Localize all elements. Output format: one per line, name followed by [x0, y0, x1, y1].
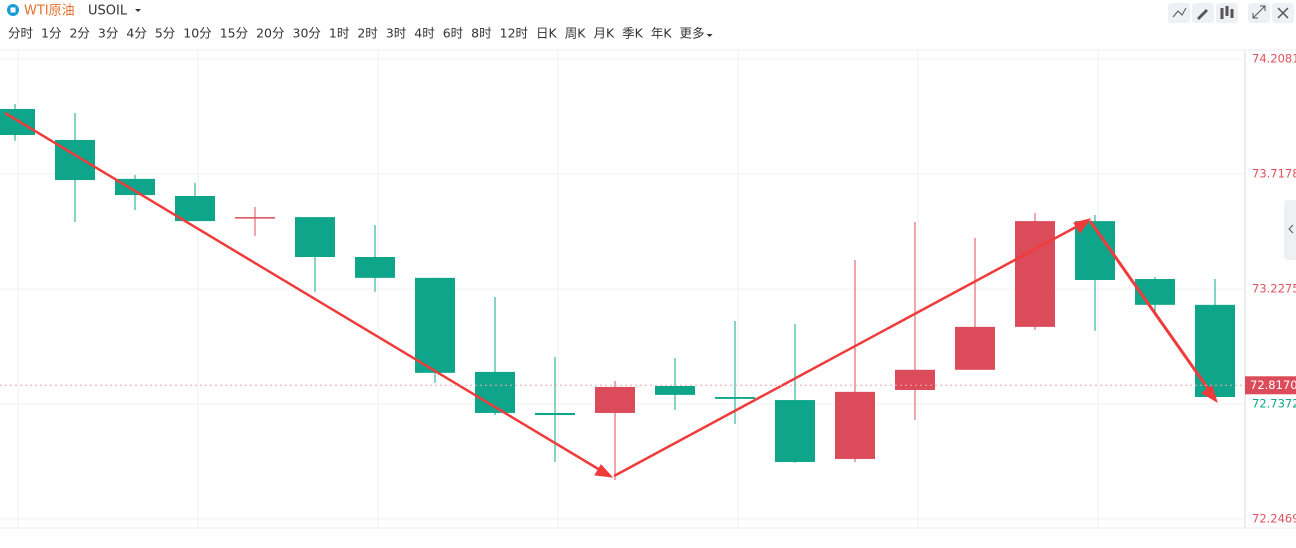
- period-button[interactable]: 20分: [256, 26, 284, 41]
- period-button[interactable]: 月K: [593, 26, 615, 41]
- candle-body: [295, 217, 335, 257]
- grid: [0, 50, 1245, 528]
- period-button[interactable]: 2时: [357, 26, 378, 41]
- period-button[interactable]: 分时: [8, 26, 34, 41]
- period-button[interactable]: 15分: [220, 26, 248, 41]
- candle-body: [415, 277, 455, 373]
- tool-icon: [1172, 7, 1187, 18]
- period-button[interactable]: 3分: [98, 26, 118, 41]
- candle-body: [115, 178, 155, 196]
- candle-body: [655, 385, 695, 395]
- tool-button[interactable]: [1248, 3, 1270, 23]
- period-button[interactable]: 30分: [293, 26, 321, 41]
- period-button[interactable]: 6时: [443, 26, 464, 41]
- y-tick-label: 73.2275: [1252, 282, 1296, 296]
- period-button[interactable]: 4时: [414, 26, 435, 41]
- last-price-badge: [1245, 376, 1296, 395]
- candle-body: [235, 217, 275, 219]
- period-button[interactable]: 1时: [329, 26, 350, 41]
- period-button[interactable]: 12时: [500, 26, 529, 41]
- tool-icon: [1220, 6, 1234, 19]
- candle-body: [1195, 304, 1235, 398]
- candle-body: [595, 386, 635, 413]
- period-button[interactable]: 3时: [386, 26, 407, 41]
- symbol-dropdown[interactable]: [135, 9, 141, 12]
- symbol-name[interactable]: WTI原油: [24, 4, 75, 19]
- arrow-line: [613, 225, 1077, 478]
- tool-icon: [1197, 9, 1208, 20]
- period-button[interactable]: 5分: [155, 26, 175, 41]
- candle-body: [715, 397, 755, 399]
- candle-body: [775, 400, 815, 462]
- tool-icon: [1252, 5, 1266, 19]
- more-dropdown: [706, 34, 713, 37]
- tool-button[interactable]: [1168, 3, 1190, 23]
- period-button[interactable]: 4分: [126, 26, 146, 41]
- y-tick-label: 72.2469: [1252, 512, 1296, 526]
- y-tick-label: 73.7178: [1252, 167, 1296, 181]
- candle-body: [895, 369, 935, 390]
- last-price-label: 72.8170: [1250, 378, 1296, 392]
- period-button[interactable]: 周K: [565, 26, 587, 41]
- arrow-line: [4, 111, 601, 472]
- more-button[interactable]: 更多: [680, 26, 705, 41]
- period-button[interactable]: 8时: [471, 26, 492, 41]
- arrow-line: [1088, 220, 1211, 391]
- y-tick-label: 74.2081: [1252, 52, 1296, 66]
- period-button[interactable]: 季K: [622, 26, 644, 41]
- arrow-head: [594, 464, 614, 478]
- symbol-code[interactable]: USOIL: [88, 4, 128, 19]
- tool-icon: [1277, 7, 1289, 19]
- annotation-arrows: [4, 111, 1218, 478]
- tool-buttons: [1168, 3, 1294, 23]
- period-button[interactable]: 2分: [69, 26, 89, 41]
- period-button[interactable]: 年K: [651, 26, 673, 41]
- period-button[interactable]: 10分: [183, 26, 211, 41]
- period-button[interactable]: 日K: [536, 26, 558, 41]
- arrow-head: [1201, 385, 1218, 404]
- candle-body: [535, 412, 575, 416]
- candles: [0, 104, 1235, 481]
- period-button[interactable]: 1分: [41, 26, 61, 41]
- y-tick-label: 72.7372: [1252, 397, 1296, 411]
- candle-body: [355, 256, 395, 278]
- symbol-icon-inner: [10, 7, 16, 13]
- arrow-head: [1073, 218, 1092, 234]
- candle-body: [175, 196, 215, 222]
- candle-body: [1015, 221, 1055, 327]
- candle-body: [835, 391, 875, 459]
- candle-body: [955, 326, 995, 370]
- side-tab-icon: [1288, 224, 1294, 234]
